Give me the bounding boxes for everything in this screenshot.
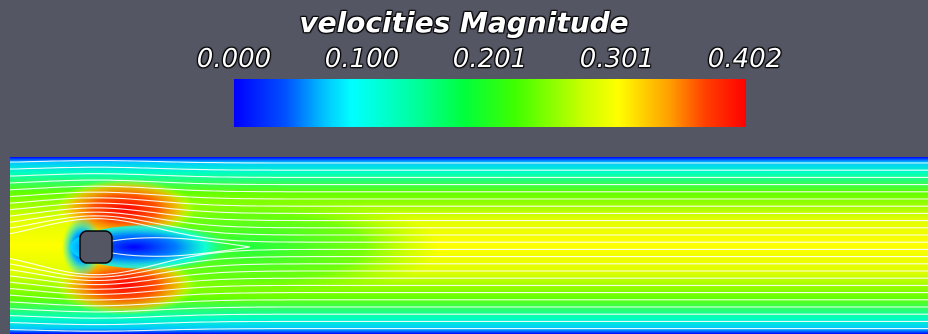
streamline (10, 256, 928, 278)
streamline (10, 202, 928, 214)
streamline (10, 166, 928, 171)
legend-tick-label: 0.000 (196, 44, 272, 74)
color-legend-bar (234, 79, 746, 127)
streamline (10, 292, 928, 301)
legend-title: velocities Magnitude (299, 6, 629, 39)
legend-tick-label: 0.301 (579, 44, 655, 74)
streamline (10, 179, 928, 186)
streamline (10, 173, 928, 178)
streamline (10, 284, 928, 295)
legend-tick-label: 0.201 (452, 44, 528, 74)
streamline (10, 218, 928, 243)
cylinder-obstacle (79, 230, 113, 264)
streamline (10, 160, 928, 164)
streamline (10, 191, 928, 200)
legend-tick-label: 0.402 (707, 44, 783, 74)
streamline (10, 328, 928, 332)
streamline (10, 270, 928, 286)
legend-tick-label: 0.100 (324, 44, 400, 74)
streamline (10, 313, 928, 319)
streamline (10, 277, 928, 290)
streamline (10, 211, 928, 229)
flow-field (10, 157, 928, 334)
streamline (10, 207, 928, 222)
wake-streamline (111, 246, 251, 257)
streamline (10, 215, 928, 236)
streamline (10, 299, 928, 307)
streamlines (10, 160, 928, 332)
streamline (10, 185, 928, 193)
streamline (10, 197, 928, 207)
streamline (10, 263, 928, 282)
streamline (10, 306, 928, 313)
wake-streamline (111, 237, 251, 248)
streamline (10, 248, 928, 276)
streamline (10, 320, 928, 326)
